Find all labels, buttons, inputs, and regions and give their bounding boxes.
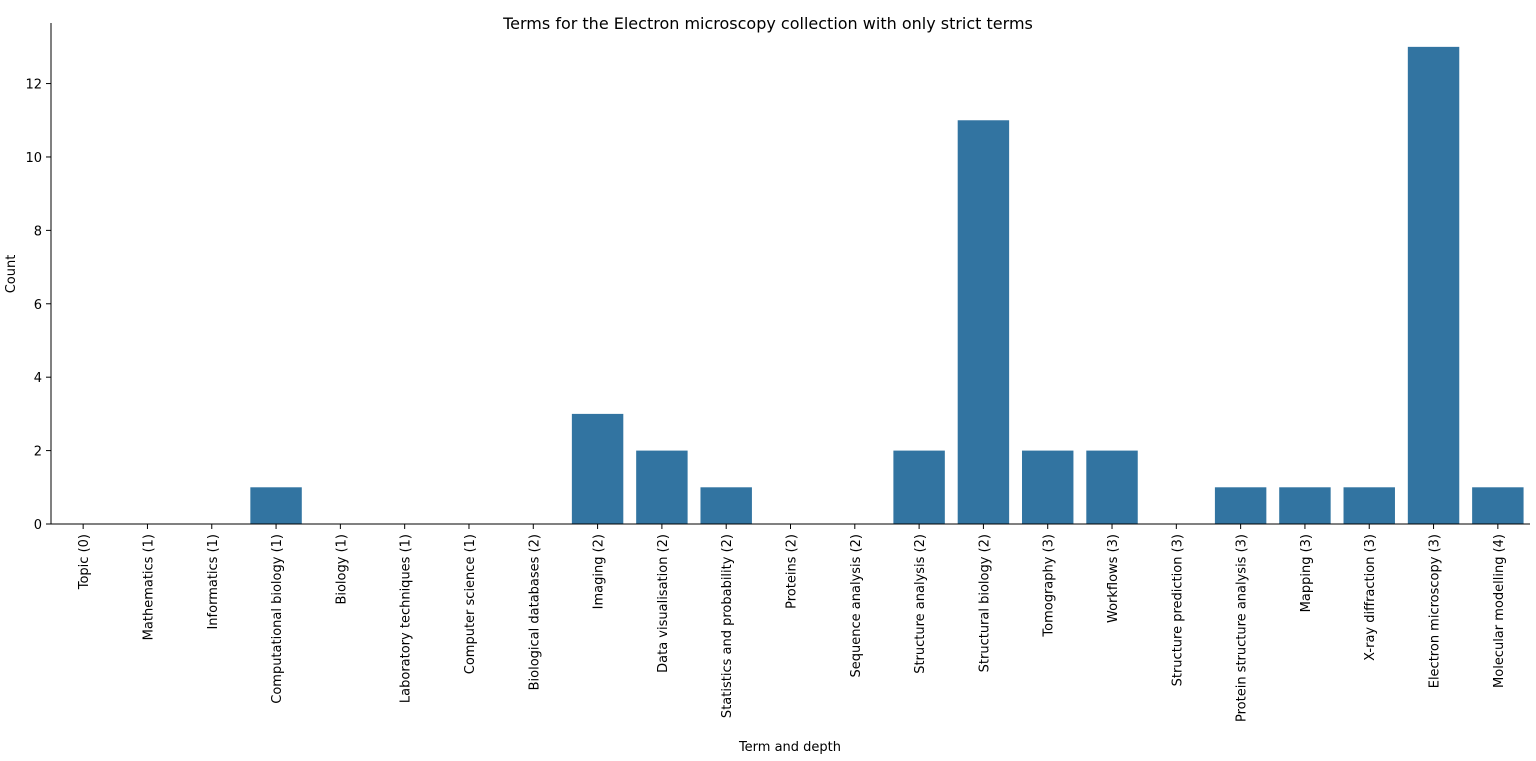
x-tick-label: Workflows (3) xyxy=(1106,534,1121,623)
chart-title: Terms for the Electron microscopy collec… xyxy=(502,14,1033,33)
bar xyxy=(1279,487,1331,524)
x-tick-label: Molecular modelling (4) xyxy=(1492,534,1507,688)
x-axis-label: Term and depth xyxy=(738,740,841,755)
x-tick-label: Biological databases (2) xyxy=(527,534,542,690)
x-tick-label: Tomography (3) xyxy=(1042,534,1057,638)
bar xyxy=(1343,487,1395,524)
y-tick-label: 6 xyxy=(34,298,42,313)
x-tick-label: Biology (1) xyxy=(334,534,349,605)
x-tick-label: Topic (0) xyxy=(77,534,92,590)
bar xyxy=(893,450,945,524)
x-tick-label: Data visualisation (2) xyxy=(656,534,671,673)
y-axis: 0 2 4 6 8 10 12 xyxy=(25,78,51,533)
bar xyxy=(1407,46,1460,524)
x-axis: Topic (0) Mathematics (1) Informatics (1) C… xyxy=(77,524,1507,722)
x-tick-label: Mathematics (1) xyxy=(141,534,156,640)
y-tick-label: 12 xyxy=(25,78,42,93)
x-tick-label: Proteins (2) xyxy=(785,534,800,609)
x-tick-label: Imaging (2) xyxy=(592,534,607,609)
bar xyxy=(636,450,688,524)
bar xyxy=(1021,450,1074,524)
y-tick-label: 10 xyxy=(25,151,42,166)
x-tick-label: Structure analysis (2) xyxy=(913,534,928,674)
bar xyxy=(1086,450,1138,524)
y-tick-label: 0 xyxy=(34,518,42,533)
bar xyxy=(571,413,624,524)
x-tick-label: Sequence analysis (2) xyxy=(849,534,864,677)
x-tick-label: Mapping (3) xyxy=(1299,534,1314,612)
x-tick-label: Electron microscopy (3) xyxy=(1428,534,1443,688)
y-tick-label: 2 xyxy=(34,445,42,460)
x-tick-label: Protein structure analysis (3) xyxy=(1235,534,1250,722)
bar xyxy=(250,487,302,524)
y-tick-label: 8 xyxy=(34,224,42,239)
x-tick-label: Computer science (1) xyxy=(463,534,478,674)
y-axis-label: Count xyxy=(4,255,19,294)
bar xyxy=(700,487,752,524)
x-tick-label: X-ray diffraction (3) xyxy=(1363,534,1378,661)
x-tick-label: Laboratory techniques (1) xyxy=(399,534,414,703)
x-tick-label: Computational biology (1) xyxy=(270,534,285,704)
x-tick-label: Structural biology (2) xyxy=(977,534,992,672)
bar xyxy=(1472,487,1524,524)
bars-group xyxy=(250,46,1524,524)
x-tick-label: Statistics and probability (2) xyxy=(720,534,735,718)
y-tick-label: 4 xyxy=(34,371,42,386)
bar xyxy=(957,120,1010,524)
bar xyxy=(1214,487,1267,524)
x-tick-label: Structure prediction (3) xyxy=(1170,534,1185,686)
x-tick-label: Informatics (1) xyxy=(206,534,221,630)
